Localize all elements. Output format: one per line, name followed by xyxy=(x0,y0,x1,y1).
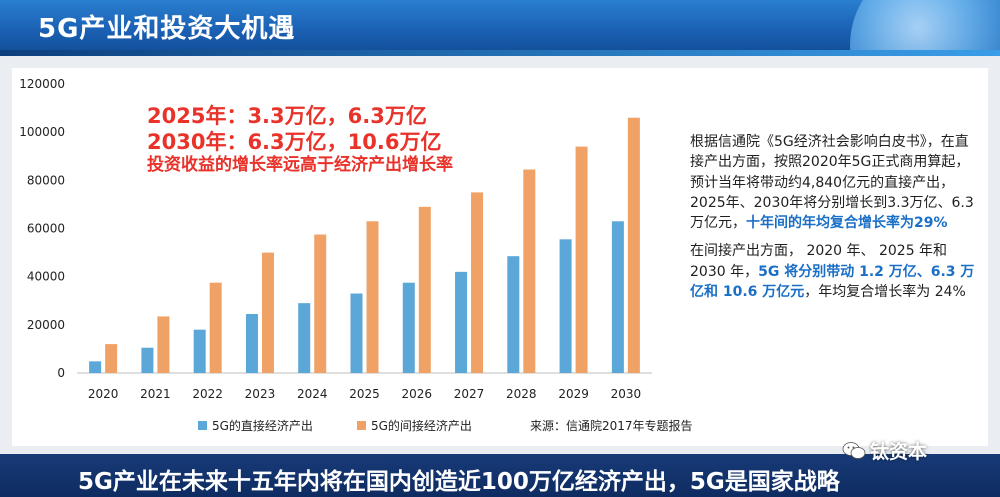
legend-swatch-indirect xyxy=(357,421,366,430)
source-note: 来源：信通院2017年专题报告 xyxy=(530,419,693,433)
direct-output-paragraph: 根据信通院《5G经济社会影响白皮书》，在直接产出方面，按照2020年5G正式商用… xyxy=(690,132,982,233)
bar-indirect xyxy=(523,169,536,373)
bar-indirect xyxy=(366,221,379,373)
x-tick-label: 2028 xyxy=(506,387,537,401)
bar-direct xyxy=(89,361,102,373)
x-tick-label: 2024 xyxy=(297,387,328,401)
content-panel xyxy=(12,68,988,446)
bar-direct xyxy=(402,282,415,373)
legend-swatch-direct xyxy=(198,421,207,430)
bar-direct xyxy=(611,221,624,373)
x-tick-label: 2026 xyxy=(401,387,432,401)
legend-label-indirect: 5G的间接经济产出 xyxy=(371,419,472,433)
bar-indirect xyxy=(418,206,431,373)
legend-item-indirect: 5G的间接经济产出 xyxy=(357,417,472,434)
x-tick-label: 2027 xyxy=(454,387,485,401)
bar-indirect xyxy=(471,192,484,373)
direct-output-highlight: 十年间的年均复合增长率为29% xyxy=(746,215,948,232)
page-title: 5G产业和投资大机遇 xyxy=(38,14,296,44)
x-tick-label: 2021 xyxy=(140,387,171,401)
bar-indirect xyxy=(157,316,170,373)
x-tick-label: 2020 xyxy=(88,387,119,401)
x-tick-label: 2022 xyxy=(192,387,223,401)
y-tick-label: 40000 xyxy=(27,270,65,284)
y-tick-label: 0 xyxy=(57,366,65,380)
footer-bar: 5G产业在未来十五年内将在国内创造近100万亿经济产出，5G是国家战略 xyxy=(0,454,1000,497)
bar-indirect xyxy=(575,146,588,373)
bar-indirect xyxy=(105,344,118,373)
legend-label-direct: 5G的直接经济产出 xyxy=(212,419,313,433)
indirect-output-highlight: 5G 将分别带动 1.2 万亿、6.3 万亿和 10.6 万亿元 xyxy=(690,263,975,301)
watermark-text: 钛资本 xyxy=(870,441,928,463)
x-tick-label: 2023 xyxy=(245,387,276,401)
direct-output-text: 根据信通院《5G经济社会影响白皮书》，在直接产出方面，按照2020年5G正式商用… xyxy=(690,134,974,232)
callout-line-growth: 投资收益的增长率远高于经济产出增长率 xyxy=(147,155,453,176)
bar-direct xyxy=(193,329,206,373)
x-tick-label: 2029 xyxy=(558,387,589,401)
y-tick-label: 100000 xyxy=(19,125,65,139)
y-tick-label: 60000 xyxy=(27,222,65,236)
indirect-output-text-a: 在间接产出方面， 2020 年、 2025 年和 2030 年， xyxy=(690,243,948,280)
x-tick-label: 2025 xyxy=(349,387,380,401)
callout-line-2025: 2025年：3.3万亿，6.3万亿 xyxy=(147,104,427,128)
bar-indirect xyxy=(209,282,222,373)
x-tick-label: 2030 xyxy=(611,387,642,401)
bar-direct xyxy=(455,271,468,373)
footer-text: 5G产业在未来十五年内将在国内创造近100万亿经济产出，5G是国家战略 xyxy=(78,469,840,495)
header-accent-line xyxy=(0,50,1000,56)
legend-item-direct: 5G的直接经济产出 xyxy=(198,417,313,434)
indirect-output-paragraph: 在间接产出方面， 2020 年、 2025 年和 2030 年，5G 将分别带动… xyxy=(690,241,982,302)
bar-direct xyxy=(298,303,311,373)
header-bar: 5G产业和投资大机遇 xyxy=(0,0,1000,56)
bar-direct xyxy=(350,293,363,373)
bar-direct xyxy=(507,256,520,373)
bar-direct xyxy=(141,347,154,373)
bar-indirect xyxy=(314,234,327,373)
y-tick-label: 80000 xyxy=(27,173,65,187)
globe-decoration xyxy=(850,0,1000,56)
bar-indirect xyxy=(627,117,640,373)
side-description: 根据信通院《5G经济社会影响白皮书》，在直接产出方面，按照2020年5G正式商用… xyxy=(690,132,982,310)
bar-direct xyxy=(245,313,258,373)
y-tick-label: 20000 xyxy=(27,318,65,332)
y-tick-label: 120000 xyxy=(19,77,65,91)
indirect-output-text-b: ，年均复合增长率为 24% xyxy=(804,284,966,301)
callout-box: 2025年：3.3万亿，6.3万亿 2030年：6.3万亿，10.6万亿 投资收… xyxy=(147,104,453,176)
bar-indirect xyxy=(261,252,274,373)
wechat-icon xyxy=(842,441,866,459)
bar-direct xyxy=(559,239,572,373)
callout-line-2030: 2030年：6.3万亿，10.6万亿 xyxy=(147,129,442,154)
watermark: 钛资本 xyxy=(842,437,927,464)
